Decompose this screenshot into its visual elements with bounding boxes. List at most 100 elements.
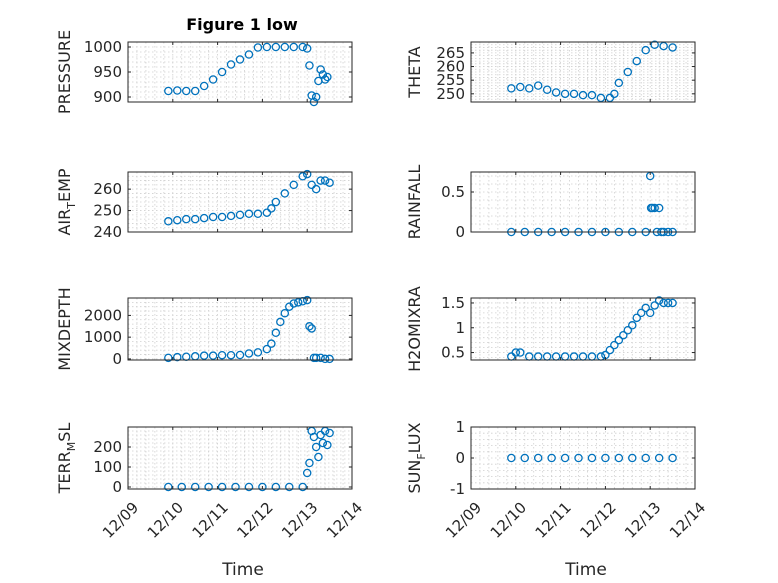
data-point — [663, 298, 673, 308]
axes-box — [127, 297, 353, 361]
data-point — [253, 209, 263, 219]
data-point — [199, 351, 209, 360]
data-point — [507, 84, 516, 93]
data-point — [226, 211, 236, 221]
data-point — [311, 442, 321, 452]
data-point — [271, 328, 281, 338]
y-axis-label-text: EMP — [55, 168, 74, 202]
data-point — [654, 453, 664, 463]
data-point — [650, 301, 659, 310]
data-point — [302, 468, 312, 478]
subplot-1: 900 950 1000 PRESSURE — [55, 30, 353, 114]
axes-box — [127, 171, 353, 233]
y-axis-label-text: RAINFALL — [405, 165, 424, 240]
data-point — [318, 70, 328, 79]
y-tick-label: 1000 — [84, 38, 122, 56]
data-point — [164, 482, 173, 492]
y-tick-label: 950 — [93, 63, 122, 81]
y-axis-label-text: H2OMIXRA — [405, 286, 424, 372]
x-axis-label-left: Time — [221, 560, 264, 580]
data-point — [641, 453, 650, 463]
data-point — [316, 65, 325, 74]
data-point — [262, 344, 272, 354]
data-point — [217, 67, 227, 77]
data-point — [614, 453, 624, 463]
data-point — [311, 353, 321, 363]
data-point — [520, 453, 530, 463]
data-point — [298, 42, 307, 52]
data-point — [298, 172, 307, 181]
data-point — [524, 84, 534, 93]
data-point — [632, 313, 642, 323]
y-tick-label: 0 — [455, 223, 465, 241]
data-point — [641, 45, 650, 55]
y-axis-label-text: SL — [55, 423, 74, 442]
data-point — [302, 295, 312, 305]
data-point — [235, 350, 245, 360]
data-point — [181, 214, 191, 224]
y-tick-label: 250 — [436, 85, 465, 103]
data-point — [628, 321, 637, 330]
data-point — [208, 75, 218, 84]
data-point — [199, 213, 209, 223]
axes-box — [470, 41, 696, 103]
data-point — [516, 82, 525, 92]
y-axis-label-subscript: M — [65, 442, 78, 452]
y-tick-label: 260 — [436, 58, 465, 76]
data-point — [208, 212, 218, 222]
data-point — [668, 43, 677, 52]
data-point — [164, 217, 173, 226]
data-point — [610, 89, 619, 99]
data-point — [323, 72, 332, 82]
axes-box — [470, 297, 696, 361]
y-tick-label: 2000 — [84, 306, 122, 324]
data-point — [302, 169, 312, 179]
y-axis-label-text: AIR — [55, 209, 74, 236]
data-point — [587, 453, 597, 463]
data-point — [641, 303, 650, 313]
data-point — [551, 88, 561, 97]
data-point — [271, 482, 281, 492]
y-tick-label: 0.5 — [441, 183, 465, 201]
data-point — [654, 203, 664, 213]
y-axis-label-subscript: T — [65, 202, 78, 210]
data-point — [262, 208, 272, 217]
data-point — [650, 203, 659, 213]
y-tick-label: 240 — [93, 223, 122, 241]
data-point — [164, 86, 173, 96]
data-point — [289, 180, 299, 190]
data-point — [177, 482, 187, 492]
data-point — [507, 453, 516, 463]
data-point — [253, 43, 263, 52]
y-tick-label: 0.5 — [441, 344, 465, 362]
y-tick-label: 0 — [455, 449, 465, 467]
data-point — [610, 340, 619, 350]
data-point — [325, 354, 334, 364]
data-point — [325, 428, 334, 438]
data-point — [244, 209, 254, 219]
y-tick-label: 260 — [93, 180, 122, 198]
y-axis-label: PRESSURE — [55, 30, 74, 114]
data-point — [574, 453, 583, 463]
y-axis-label: AIRTEMP — [55, 168, 78, 235]
data-point — [668, 453, 677, 463]
figure-title: Figure 1 low — [186, 15, 298, 34]
data-point — [601, 453, 610, 463]
y-tick-label: 0 — [112, 478, 122, 496]
subplot-4: 0 0.5 RAINFALL — [405, 165, 696, 241]
data-point — [628, 453, 637, 463]
data-point — [578, 90, 588, 100]
data-point — [511, 348, 521, 357]
y-axis-label: THETA — [405, 46, 424, 98]
y-axis-label-text: PRESSURE — [55, 30, 74, 114]
y-tick-label: 1 — [455, 319, 465, 337]
y-tick-label: 255 — [436, 71, 465, 89]
data-point — [208, 351, 218, 360]
data-point — [253, 348, 263, 357]
data-point — [271, 197, 281, 207]
data-point — [244, 349, 254, 358]
data-point — [314, 452, 323, 462]
data-point — [280, 308, 290, 318]
y-tick-label: 250 — [93, 202, 122, 220]
